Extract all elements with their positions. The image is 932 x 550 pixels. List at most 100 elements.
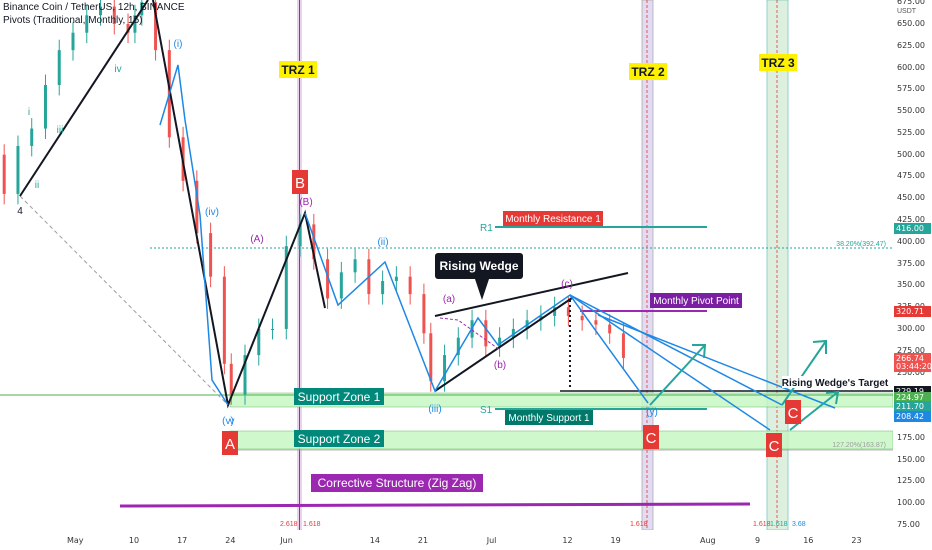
svg-text:TRZ 3: TRZ 3 (761, 56, 795, 70)
candle-body (566, 307, 570, 316)
candle-body (112, 6, 116, 24)
svg-text:B: B (295, 175, 305, 192)
price-tick: 650.00 (897, 19, 925, 28)
price-tag: 229.19 (894, 385, 931, 397)
corrective-label: Corrective Structure (Zig Zag) (311, 474, 483, 492)
blue-wave-b (304, 212, 649, 404)
svg-text:Rising Wedge's Target: Rising Wedge's Target (782, 378, 889, 389)
candle-body (339, 272, 343, 299)
time-tick: 23 (851, 536, 862, 545)
price-tag: 266.74 (894, 352, 931, 364)
candle-body (57, 50, 61, 85)
wave-labels: iiiiiiivv(i)(ii)(iii)(iv)(v)(a)(b)(c)(A)… (17, 39, 658, 427)
fib-bottom-6: 3.68 (792, 521, 806, 528)
candle-body (154, 2, 158, 51)
label-B: B (292, 170, 308, 194)
support-zone-2-label: Support Zone 2 (294, 430, 384, 447)
price-tick: 675.00 (897, 0, 925, 7)
wave-label: (iii) (428, 404, 441, 415)
dashed-trendline (19, 195, 229, 406)
svg-text:Support Zone 1: Support Zone 1 (298, 390, 381, 404)
candle-body (71, 32, 75, 51)
rising-wedge-label: Rising Wedge (435, 253, 523, 300)
time-tick: Jun (280, 536, 293, 545)
wave-label: (c) (561, 279, 573, 290)
wave-label: iv (114, 64, 121, 75)
price-tick: 375.00 (897, 258, 925, 268)
price-axis[interactable]: USDT 675.00 650.00 625.00 600.00 575.00 550.0… (893, 0, 932, 530)
time-tick: 24 (225, 536, 236, 545)
time-tick: Aug (700, 536, 716, 545)
trz3-label: TRZ 3 (759, 54, 797, 71)
candle-body (484, 320, 488, 347)
currency-label: USDT (897, 8, 917, 15)
wave-label: (y) (646, 407, 658, 418)
candle-body (511, 328, 515, 338)
svg-text:A: A (225, 436, 235, 453)
candle-body (456, 337, 460, 356)
chart-plot-area[interactable]: TRZ 1 TRZ 2 TRZ 3 Rising Wedge Monthly R… (0, 0, 893, 530)
fib-bottom-3: 1.618 (630, 521, 648, 528)
trz1-label: TRZ 1 (279, 61, 317, 78)
wave-label: ii (35, 180, 39, 191)
time-tick: 16 (803, 536, 814, 545)
time-tick: 9 (755, 536, 761, 545)
wave-label: (a) (443, 294, 455, 305)
price-tick: 175.00 (897, 432, 925, 442)
fib-1272-text: 127.20%(163.87) (832, 442, 886, 449)
price-tag: 416.00 (894, 222, 931, 234)
candle-body (298, 224, 302, 247)
price-tick: 300.00 (897, 323, 925, 333)
price-tag: 211.70 (894, 400, 931, 412)
svg-text:Rising Wedge: Rising Wedge (439, 259, 518, 273)
candle-body (608, 324, 612, 334)
time-tick: 10 (128, 536, 140, 545)
wave-label: iii (57, 125, 64, 136)
candle-body (580, 315, 584, 321)
price-tag: 208.42 (894, 410, 931, 422)
projection-arrow-3-head (825, 390, 840, 405)
time-axis[interactable]: May 10 17 24 Jun 14 21 Jul 12 19 Aug 9 16 23 (0, 530, 893, 550)
price-tick: 600.00 (897, 62, 925, 72)
price-tick: 575.00 (897, 84, 925, 94)
time-tick: Jul (486, 536, 497, 545)
price-tick: 250.00 (897, 367, 925, 377)
price-tick: 275.00 (897, 345, 925, 355)
wave-label: (ii) (377, 237, 388, 248)
candle-body (243, 355, 247, 395)
wave-label: (b) (494, 360, 506, 371)
candle-body (30, 128, 34, 146)
price-tick: 625.00 (897, 40, 925, 50)
fib-bottom-2: 1.618 (303, 521, 321, 528)
price-tick: 525.00 (897, 127, 925, 137)
wave-label: 4 (17, 206, 23, 217)
s1-text: S1 (480, 405, 493, 416)
price-tag: 224.97 (894, 391, 931, 403)
price-tick: 100.00 (897, 498, 925, 508)
fib-bottom-4: 1.618 (753, 521, 771, 528)
candle-body (257, 328, 261, 356)
candle-body (43, 84, 47, 129)
svg-text:C: C (769, 438, 780, 455)
price-tick: 400.00 (897, 236, 925, 246)
wave-label: v (230, 416, 235, 427)
chart-title: Binance Coin / TetherUS, 12h, BINANCE (3, 2, 185, 13)
wedge-lower (434, 297, 573, 392)
price-tick: 425.00 (897, 215, 925, 225)
svg-text:Monthly Resistance 1: Monthly Resistance 1 (505, 214, 601, 225)
candle-body (353, 259, 357, 273)
projection-arrow-1-head (692, 344, 707, 359)
wedge-upper (434, 272, 629, 317)
wave-label: i (28, 107, 30, 118)
support-zone-1-label: Support Zone 1 (294, 388, 384, 405)
svg-text:TRZ 2: TRZ 2 (631, 65, 665, 79)
zigzag-black-a (19, 0, 149, 197)
price-tick: 150.00 (897, 454, 925, 464)
wave-label: (A) (250, 234, 263, 245)
candle-body (284, 246, 288, 329)
time-tick: May (67, 536, 84, 545)
projection-arrow-2-head (812, 339, 827, 354)
candle-body (394, 276, 398, 282)
candle-body (85, 15, 89, 33)
